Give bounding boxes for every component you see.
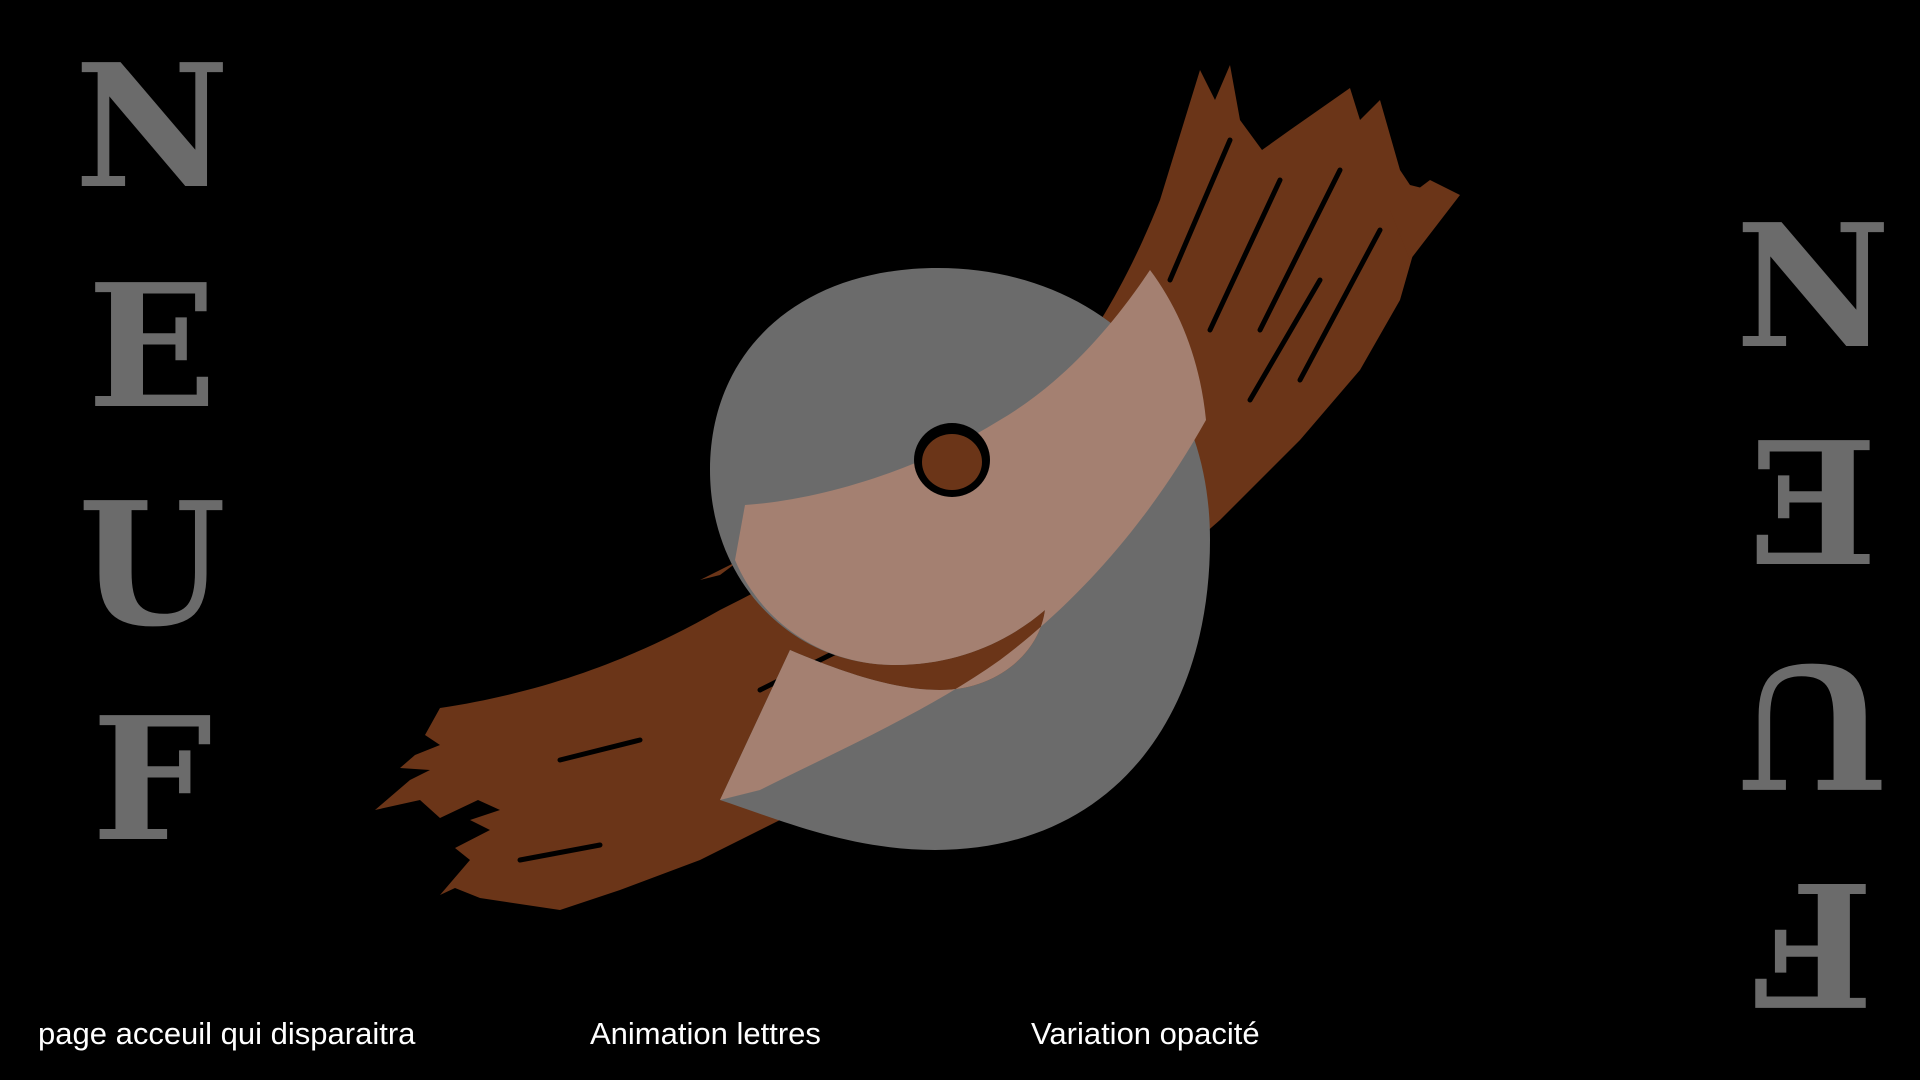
left-letter-u: U bbox=[77, 465, 227, 665]
left-letter-e: E bbox=[87, 247, 217, 447]
caption-letter-animation: Animation lettres bbox=[590, 1016, 821, 1051]
right-letter-n-glyph: N bbox=[1735, 187, 1891, 387]
brush-streaks bbox=[517, 137, 1383, 863]
nine-glyph bbox=[710, 268, 1210, 850]
right-letter-f: F bbox=[1733, 843, 1893, 1043]
right-letter-e: E bbox=[1733, 405, 1893, 605]
right-letter-u: U bbox=[1733, 625, 1893, 825]
caption-opacity-variation: Variation opacité bbox=[1031, 1016, 1260, 1051]
right-letter-f-glyph: F bbox=[1752, 843, 1874, 1043]
right-letter-n: N bbox=[1733, 202, 1893, 372]
caption-home-page: page acceuil qui disparaitra bbox=[38, 1016, 416, 1051]
left-letter-f: F bbox=[91, 680, 213, 880]
right-letter-e-glyph: E bbox=[1748, 405, 1878, 605]
left-letter-n: N bbox=[74, 27, 230, 227]
right-letter-u-glyph: U bbox=[1738, 625, 1888, 825]
brush-stroke bbox=[375, 65, 1460, 910]
